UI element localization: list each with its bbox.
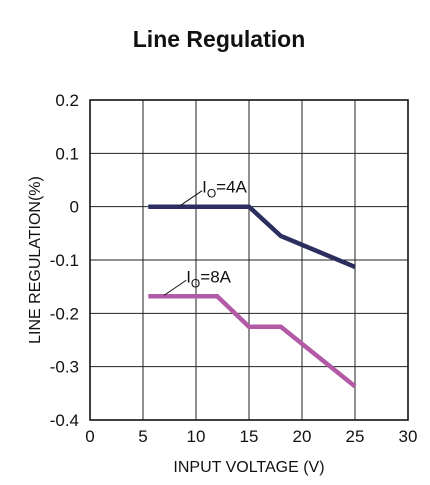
y-axis-label: LINE REGULATION(%) <box>27 176 44 344</box>
series-line-0 <box>148 204 356 269</box>
annotation-label-0: IO=4A <box>202 178 247 201</box>
y-tick-label-3: -0.1 <box>50 251 79 270</box>
x-tick-label-3: 15 <box>240 427 259 446</box>
y-tick-labels: 0.2 0.1 0 -0.1 -0.2 -0.3 -0.4 <box>50 91 79 430</box>
y-tick-label-6: -0.4 <box>50 411 79 430</box>
annotation-label-1: IO=8A <box>186 267 231 290</box>
annotations: IO=4A IO=8A <box>163 178 248 296</box>
x-tick-labels: 0 5 10 15 20 25 30 <box>85 427 417 446</box>
x-axis-label: INPUT VOLTAGE (V) <box>173 459 324 476</box>
annotation-leader-1 <box>163 279 187 296</box>
y-tick-label-0: 0.2 <box>55 91 79 110</box>
y-tick-label-2: 0 <box>70 198 79 217</box>
x-tick-label-1: 5 <box>138 427 147 446</box>
y-tick-label-5: -0.3 <box>50 358 79 377</box>
y-tick-label-1: 0.1 <box>55 144 79 163</box>
chart-title: Line Regulation <box>132 26 306 52</box>
x-tick-label-6: 30 <box>399 427 418 446</box>
x-tick-label-2: 10 <box>187 427 206 446</box>
x-tick-label-0: 0 <box>85 427 94 446</box>
y-tick-label-4: -0.2 <box>50 304 79 323</box>
series-line-1 <box>148 294 357 389</box>
plot-frame <box>89 99 409 421</box>
series-layer <box>148 204 357 389</box>
x-tick-label-5: 25 <box>346 427 365 446</box>
grid <box>90 100 408 420</box>
x-tick-label-4: 20 <box>293 427 312 446</box>
annotation-leader-0 <box>179 190 203 207</box>
